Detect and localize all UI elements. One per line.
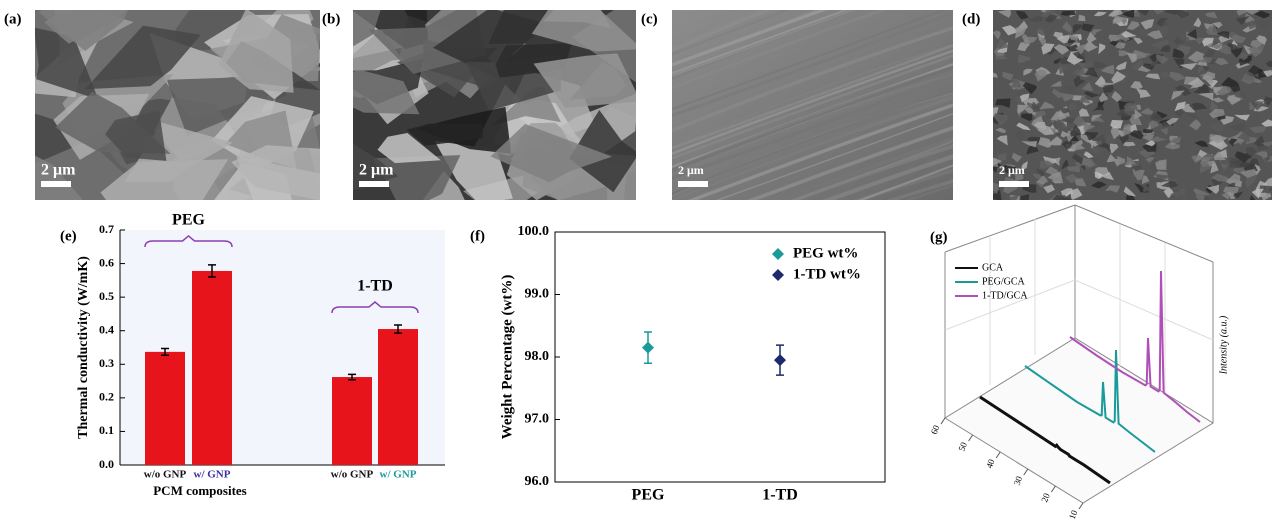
scale-bar-label: 2 μm <box>41 162 76 179</box>
x-tick-label: 60 <box>929 423 942 435</box>
y-axis-label: Thermal conductivity (W/mK) <box>76 256 91 439</box>
panel-label: (c) <box>641 11 658 27</box>
y-tick-label: 0.4 <box>99 322 114 336</box>
y-tick-label: 0.1 <box>99 423 114 437</box>
point <box>774 354 786 366</box>
sem-image <box>0 0 358 240</box>
x-tick <box>1024 469 1028 475</box>
x-tick-label: 20 <box>1039 491 1052 503</box>
scale-bar-label: 2 μm <box>359 162 394 179</box>
group-label: PEG <box>172 212 205 229</box>
legend-label: 1-TD/GCA <box>982 290 1028 301</box>
sem-texture <box>1020 194 1029 205</box>
panel-label: (d) <box>962 11 980 27</box>
x-tick-label: 10 <box>1067 508 1080 520</box>
panel-label: (e) <box>60 228 77 244</box>
x-tick-label: w/ GNP <box>194 469 231 481</box>
legend-marker <box>772 248 784 260</box>
scale-bar-label: 2 μm <box>678 163 704 177</box>
x-tick-label: 30 <box>1012 474 1025 486</box>
legend-marker <box>772 269 784 281</box>
x-tick <box>1079 503 1083 509</box>
x-tick-label: 50 <box>956 440 969 452</box>
y-tick-label: 96.0 <box>525 474 550 489</box>
x-tick <box>996 452 1000 458</box>
y-tick-label: 0.7 <box>99 222 114 236</box>
z-axis-label: Intensity (a.u.) <box>1218 315 1229 375</box>
x-axis-label: PCM composites <box>153 483 247 498</box>
point <box>642 342 654 354</box>
legend-label: GCA <box>982 262 1004 273</box>
y-tick-label: 0.2 <box>99 390 114 404</box>
panel-label: (f) <box>470 228 485 244</box>
scale-bar <box>999 181 1029 187</box>
y-tick-label: 0.0 <box>99 457 114 471</box>
y-tick-label: 0.6 <box>99 255 114 269</box>
x-tick-label: PEG <box>632 487 665 504</box>
panel-label: (a) <box>4 11 22 27</box>
x-tick <box>941 418 945 424</box>
x-tick-label: w/ GNP <box>380 469 417 481</box>
3d-box <box>945 205 1213 503</box>
x-tick-label: w/o GNP <box>144 469 187 481</box>
scale-bar <box>41 181 71 187</box>
bar <box>332 377 372 465</box>
legend-label: PEG wt% <box>793 245 858 261</box>
legend-label: 1-TD wt% <box>793 266 861 282</box>
group-label: 1-TD <box>357 278 393 295</box>
y-tick-label: 98.0 <box>525 349 550 364</box>
x-tick-label: 40 <box>984 457 997 469</box>
x-tick <box>1051 486 1055 492</box>
scale-bar-label: 2 μm <box>999 163 1025 177</box>
bar <box>145 352 185 465</box>
scale-bar <box>359 181 389 187</box>
y-tick-label: 99.0 <box>525 287 550 302</box>
sem-texture <box>1124 103 1139 112</box>
y-tick-label: 0.5 <box>99 289 114 303</box>
legend-label: PEG/GCA <box>982 276 1026 287</box>
x-tick <box>969 435 973 441</box>
y-tick-label: 97.0 <box>525 412 550 427</box>
scale-bar <box>678 181 708 187</box>
bar <box>378 329 418 465</box>
bar <box>192 271 232 465</box>
sem-image <box>304 0 673 230</box>
panel-label: (g) <box>930 229 948 245</box>
x-tick-label: 1-TD <box>762 487 798 504</box>
figure: (a) 2 μm (b) 2 μm (c) 2 μm (d) 2 μm (e) 0.0 0.1 0.2… <box>0 0 1272 520</box>
sem-image <box>986 4 1272 206</box>
panel-label: (b) <box>322 11 340 27</box>
x-tick-label: w/o GNP <box>331 469 374 481</box>
y-tick-label: 100.0 <box>518 224 550 239</box>
y-axis-label: Weight Percentage (wt%) <box>499 275 515 440</box>
y-tick-label: 0.3 <box>99 356 114 370</box>
